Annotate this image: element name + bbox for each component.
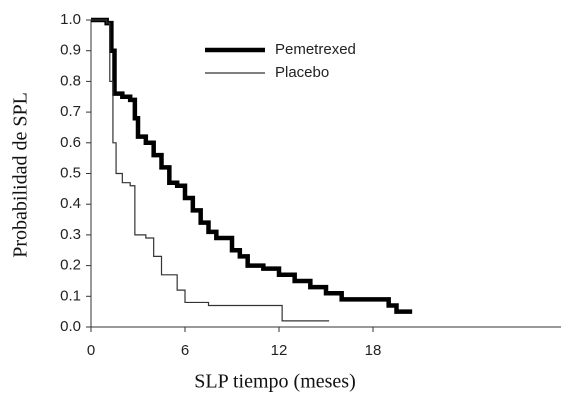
y-tick-label: 0.2 <box>60 257 81 274</box>
y-tick-label: 0.7 <box>60 103 81 120</box>
survival-line <box>91 17 413 314</box>
y-tick-label: 0.9 <box>60 42 81 59</box>
legend-label: Placebo <box>275 64 329 81</box>
y-tick-label: 0.3 <box>60 226 81 243</box>
y-tick-label: 0.8 <box>60 72 81 89</box>
x-tick-label: 18 <box>365 342 382 359</box>
y-tick-label: 0.6 <box>60 134 81 151</box>
x-tick-label: 12 <box>271 342 288 359</box>
survival-line <box>91 19 330 322</box>
x-axis-label: SLP tiempo (meses) <box>194 371 355 393</box>
y-tick-label: 1.0 <box>60 11 81 28</box>
y-tick-label: 0.4 <box>60 195 81 212</box>
y-tick-label: 0.0 <box>60 318 81 335</box>
y-axis-label: Probabilidad de SPL <box>10 92 32 258</box>
x-tick-label: 0 <box>87 342 95 359</box>
x-tick-label: 6 <box>181 342 189 359</box>
y-tick-label: 0.5 <box>60 164 81 181</box>
y-tick-label: 0.1 <box>60 287 81 304</box>
legend-label: Pemetrexed <box>275 41 356 58</box>
